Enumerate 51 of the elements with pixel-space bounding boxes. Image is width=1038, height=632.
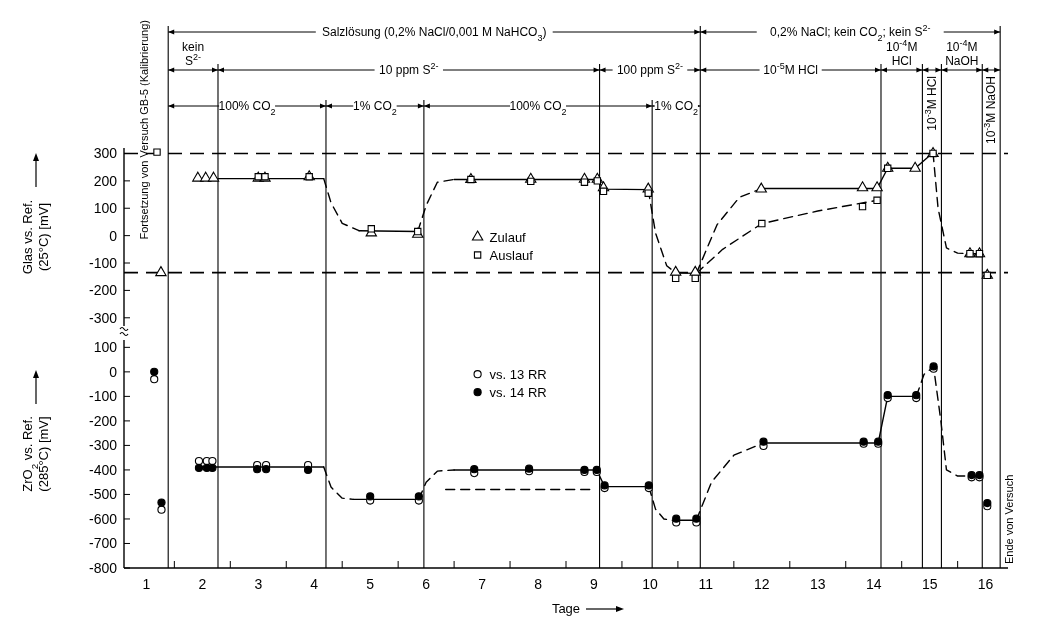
x-tick-label: 14 <box>865 576 882 592</box>
x-tick-label: 5 <box>366 576 375 592</box>
y-axis-title: Glas vs. Ref. (25°C) [mV] <box>20 199 51 275</box>
y-tick-label: -300 <box>88 437 118 454</box>
x-tick-label: 9 <box>590 576 599 592</box>
y-tick-label: 0 <box>109 227 118 244</box>
x-tick-label: 12 <box>754 576 770 592</box>
text: 10 ppm S$^{2-}$ <box>379 61 439 77</box>
y-tick-label: 100 <box>93 200 118 217</box>
y-tick-label: 100 <box>93 339 118 356</box>
x-tick-label: 11 <box>698 576 714 592</box>
text: 10$^{-4}$M NaOH <box>945 38 979 68</box>
y-tick-label: -500 <box>88 486 118 503</box>
x-tick-label: 13 <box>809 576 826 592</box>
y-tick-label: -200 <box>88 282 118 299</box>
y-tick-label: -200 <box>88 412 118 429</box>
x-tick-label: 3 <box>254 576 263 592</box>
x-axis-title: Tage <box>551 601 581 616</box>
x-tick-label: 10 <box>642 576 658 592</box>
ref-line-label: Ende von Versuch <box>1003 474 1016 564</box>
y-tick-label: 300 <box>93 145 118 162</box>
x-tick-label: 6 <box>422 576 431 592</box>
y-tick-label: -400 <box>88 461 118 478</box>
x-tick-label: 16 <box>977 576 994 592</box>
x-tick-label: 8 <box>534 576 543 592</box>
legend-label: vs. 14 RR <box>489 385 547 401</box>
y-tick-label: -600 <box>88 510 118 527</box>
text: 100% CO$_{2}$ <box>509 99 567 117</box>
x-tick-label: 7 <box>478 576 487 592</box>
y-tick-label: -800 <box>88 560 118 576</box>
x-tick-label: 15 <box>921 576 938 592</box>
text: Salzlösung (0,2% NaCl/0,001 M NaHCO$_{3}$) <box>322 25 547 43</box>
y-tick-label: -300 <box>88 309 118 326</box>
y-tick-label: -100 <box>88 255 118 272</box>
text: 100% CO$_{2}$ <box>218 99 276 117</box>
legend-label: Auslauf <box>489 248 534 263</box>
x-tick-label: 2 <box>198 576 207 592</box>
text: 1% CO$_{2}$ <box>654 99 699 117</box>
text: 10$^{-5}$M HCl <box>763 61 818 77</box>
y-tick-label: -700 <box>88 535 118 552</box>
x-tick-label: 4 <box>310 576 319 592</box>
text: 1% CO$_{2}$ <box>353 99 397 117</box>
text: 100 ppm S$^{2-}$ <box>616 61 683 77</box>
text: kein S$^{2-}$ <box>182 40 205 68</box>
y-tick-label: 200 <box>93 172 118 189</box>
legend-label: vs. 13 RR <box>489 367 547 383</box>
x-tick-label: 1 <box>142 576 151 592</box>
ref-line-label: Fortsetzung von Versuch GB-5 (Kalibrierung) <box>138 20 151 240</box>
legend-label: Zulauf <box>489 230 527 245</box>
y-tick-label: -100 <box>88 388 118 405</box>
y-tick-label: 0 <box>109 363 118 380</box>
